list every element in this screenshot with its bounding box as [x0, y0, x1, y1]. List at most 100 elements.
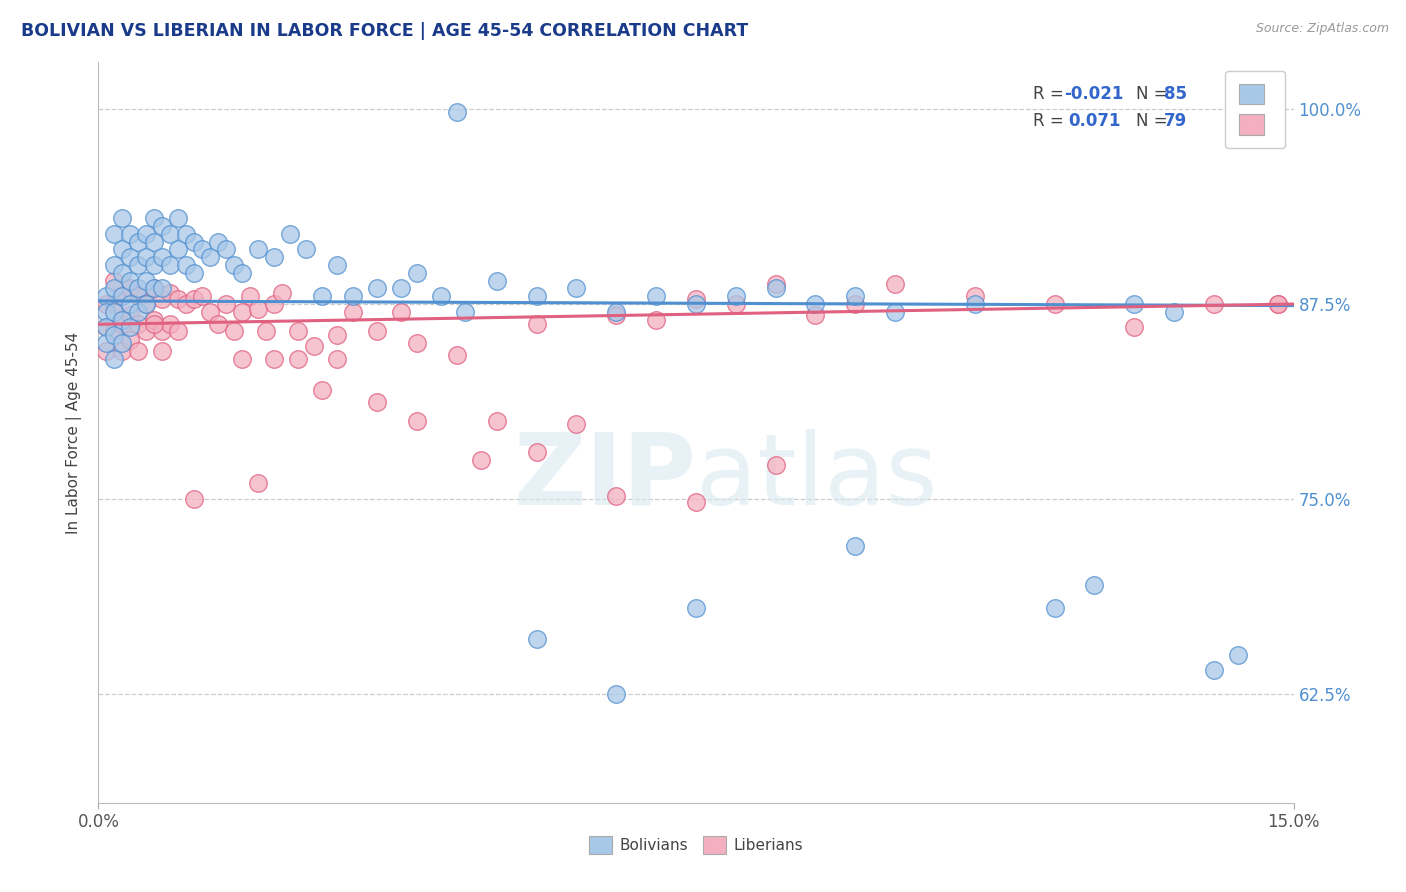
Point [526, 289, 548, 303]
Point [183, 266, 205, 280]
Point [406, 266, 429, 280]
Point [103, 328, 125, 343]
Point [96, 320, 118, 334]
Point [884, 277, 907, 291]
Point [135, 227, 157, 241]
Point [311, 383, 333, 397]
Point [645, 289, 668, 303]
Point [804, 297, 827, 311]
Point [183, 235, 205, 249]
Point [765, 277, 787, 291]
Point [198, 250, 221, 264]
Point [526, 318, 548, 332]
Point [430, 289, 453, 303]
Point [963, 297, 986, 311]
Point [135, 297, 157, 311]
Point [645, 312, 668, 326]
Text: ZIP: ZIP [513, 428, 696, 525]
Point [120, 250, 142, 264]
Point [127, 289, 149, 303]
Point [470, 453, 492, 467]
Point [150, 293, 173, 307]
Text: atlas: atlas [696, 428, 938, 525]
Point [111, 318, 134, 332]
Point [127, 318, 149, 332]
Point [1226, 648, 1249, 662]
Point [150, 281, 173, 295]
Point [526, 632, 548, 647]
Point [526, 445, 548, 459]
Point [207, 235, 229, 249]
Point [485, 274, 508, 288]
Point [263, 351, 285, 366]
Point [215, 297, 238, 311]
Point [127, 258, 149, 272]
Text: N =: N = [1136, 112, 1173, 129]
Point [1123, 320, 1146, 334]
Point [143, 258, 166, 272]
Text: N =: N = [1136, 85, 1173, 103]
Point [103, 281, 125, 295]
Text: R =: R = [1033, 85, 1070, 103]
Point [96, 305, 118, 319]
Point [1202, 663, 1225, 677]
Point [143, 281, 166, 295]
Point [96, 320, 118, 334]
Point [143, 281, 166, 295]
Point [685, 601, 707, 615]
Point [96, 297, 118, 311]
Point [135, 274, 157, 288]
Point [120, 320, 142, 334]
Point [605, 308, 627, 322]
Point [167, 243, 190, 257]
Point [565, 281, 588, 295]
Point [844, 289, 866, 303]
Point [174, 258, 197, 272]
Point [342, 289, 364, 303]
Point [120, 227, 142, 241]
Point [198, 305, 221, 319]
Point [366, 324, 388, 338]
Point [326, 328, 349, 343]
Point [111, 343, 134, 358]
Point [287, 324, 309, 338]
Point [103, 274, 125, 288]
Point [263, 297, 285, 311]
Point [111, 243, 134, 257]
Point [342, 305, 364, 319]
Point [724, 297, 747, 311]
Point [231, 266, 253, 280]
Point [605, 305, 627, 319]
Point [254, 324, 277, 338]
Point [263, 250, 285, 264]
Point [159, 286, 181, 301]
Point [685, 293, 707, 307]
Point [150, 343, 173, 358]
Point [326, 351, 349, 366]
Point [103, 227, 125, 241]
Point [246, 301, 269, 316]
Point [963, 289, 986, 303]
Point [1123, 297, 1146, 311]
Point [246, 476, 269, 491]
Text: BOLIVIAN VS LIBERIAN IN LABOR FORCE | AGE 45-54 CORRELATION CHART: BOLIVIAN VS LIBERIAN IN LABOR FORCE | AG… [21, 22, 748, 40]
Point [159, 227, 181, 241]
Point [207, 318, 229, 332]
Point [167, 293, 190, 307]
Point [111, 211, 134, 226]
Point [366, 395, 388, 409]
Point [446, 105, 468, 120]
Point [246, 243, 269, 257]
Point [302, 339, 325, 353]
Point [96, 343, 118, 358]
Point [127, 281, 149, 295]
Point [685, 297, 707, 311]
Point [1043, 601, 1066, 615]
Point [294, 243, 316, 257]
Point [844, 539, 866, 553]
Point [174, 297, 197, 311]
Text: R =: R = [1033, 112, 1074, 129]
Point [389, 281, 412, 295]
Point [111, 336, 134, 351]
Point [389, 305, 412, 319]
